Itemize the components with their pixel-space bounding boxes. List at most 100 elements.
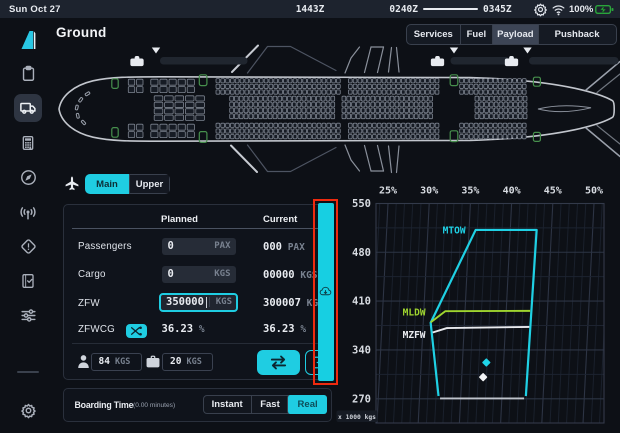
seat[interactable]	[287, 95, 292, 102]
seat[interactable]	[150, 78, 159, 86]
seat[interactable]	[521, 78, 527, 84]
seat[interactable]	[503, 113, 509, 120]
seat[interactable]	[273, 122, 278, 128]
seat[interactable]	[386, 128, 392, 134]
seat[interactable]	[168, 86, 177, 93]
seat[interactable]	[321, 83, 327, 89]
seat[interactable]	[234, 128, 240, 134]
seat[interactable]	[502, 122, 508, 128]
seat[interactable]	[357, 128, 363, 134]
boarding-option-fast[interactable]: Fast	[250, 395, 288, 413]
seat[interactable]	[429, 122, 435, 128]
seat[interactable]	[367, 89, 372, 95]
seat[interactable]	[153, 108, 164, 115]
seat[interactable]	[391, 134, 396, 140]
seat[interactable]	[287, 134, 293, 140]
seat[interactable]	[234, 134, 240, 140]
seat[interactable]	[253, 95, 258, 102]
seat[interactable]	[356, 113, 361, 120]
seat[interactable]	[488, 134, 493, 140]
seat[interactable]	[307, 134, 312, 140]
seat[interactable]	[517, 107, 523, 114]
seat[interactable]	[376, 128, 382, 134]
seat[interactable]	[357, 134, 363, 140]
seat[interactable]	[263, 101, 268, 108]
seat[interactable]	[484, 95, 489, 102]
seat[interactable]	[493, 101, 499, 108]
seat[interactable]	[336, 83, 341, 89]
seat[interactable]	[244, 134, 250, 140]
seat[interactable]	[367, 78, 372, 84]
seat[interactable]	[346, 107, 351, 114]
seat[interactable]	[325, 101, 331, 108]
seat[interactable]	[283, 134, 288, 140]
seat[interactable]	[297, 122, 303, 128]
seat[interactable]	[507, 134, 513, 140]
cargo-input[interactable]: 0 KGS	[161, 265, 236, 283]
seat[interactable]	[292, 134, 298, 140]
sidebar-item-checklists[interactable]	[14, 267, 42, 295]
seat[interactable]	[177, 123, 186, 131]
seat[interactable]	[127, 86, 136, 93]
seat[interactable]	[254, 78, 259, 84]
seat[interactable]	[220, 89, 225, 95]
seat[interactable]	[351, 95, 356, 102]
seat[interactable]	[478, 128, 484, 134]
seat[interactable]	[306, 113, 311, 120]
seat[interactable]	[174, 114, 185, 121]
seat[interactable]	[153, 114, 164, 121]
seat[interactable]	[413, 107, 419, 114]
seat[interactable]	[272, 113, 278, 120]
seat[interactable]	[478, 89, 484, 95]
seat[interactable]	[238, 101, 244, 108]
seat[interactable]	[311, 95, 316, 102]
seat[interactable]	[386, 122, 392, 128]
seat[interactable]	[360, 95, 366, 102]
seat[interactable]	[483, 134, 488, 140]
seat[interactable]	[278, 122, 283, 128]
seat[interactable]	[429, 89, 435, 95]
seat[interactable]	[405, 78, 411, 84]
seat[interactable]	[278, 128, 283, 134]
seat[interactable]	[229, 101, 234, 108]
seat[interactable]	[425, 128, 430, 134]
seat[interactable]	[311, 122, 317, 128]
seat[interactable]	[381, 134, 387, 140]
seat[interactable]	[177, 131, 186, 139]
seat[interactable]	[521, 122, 527, 128]
seat[interactable]	[425, 89, 430, 95]
seat[interactable]	[277, 95, 283, 102]
seat[interactable]	[464, 122, 469, 128]
seat[interactable]	[420, 83, 425, 89]
seat[interactable]	[489, 113, 494, 120]
seat[interactable]	[244, 89, 250, 95]
seat[interactable]	[253, 101, 258, 108]
seat[interactable]	[474, 95, 480, 102]
seat[interactable]	[521, 128, 527, 134]
seat[interactable]	[434, 128, 440, 134]
seat[interactable]	[282, 113, 287, 120]
seat[interactable]	[258, 128, 264, 134]
seat[interactable]	[352, 122, 358, 128]
seat[interactable]	[268, 122, 274, 128]
seat[interactable]	[507, 128, 513, 134]
seat[interactable]	[468, 83, 474, 89]
seat[interactable]	[296, 113, 302, 120]
seat[interactable]	[347, 128, 353, 134]
seat[interactable]	[389, 95, 395, 102]
seat[interactable]	[302, 134, 307, 140]
seat[interactable]	[418, 101, 424, 108]
seat[interactable]	[434, 134, 440, 140]
seat[interactable]	[297, 89, 303, 95]
seat[interactable]	[287, 78, 293, 84]
seat[interactable]	[220, 134, 225, 140]
zfw-input[interactable]: 350000 KGS	[159, 292, 238, 312]
seat[interactable]	[326, 134, 332, 140]
seat[interactable]	[372, 89, 377, 95]
seat[interactable]	[396, 128, 401, 134]
seat[interactable]	[493, 122, 498, 128]
seat[interactable]	[367, 134, 372, 140]
seat[interactable]	[272, 95, 278, 102]
seat[interactable]	[503, 95, 509, 102]
seat[interactable]	[493, 78, 498, 84]
